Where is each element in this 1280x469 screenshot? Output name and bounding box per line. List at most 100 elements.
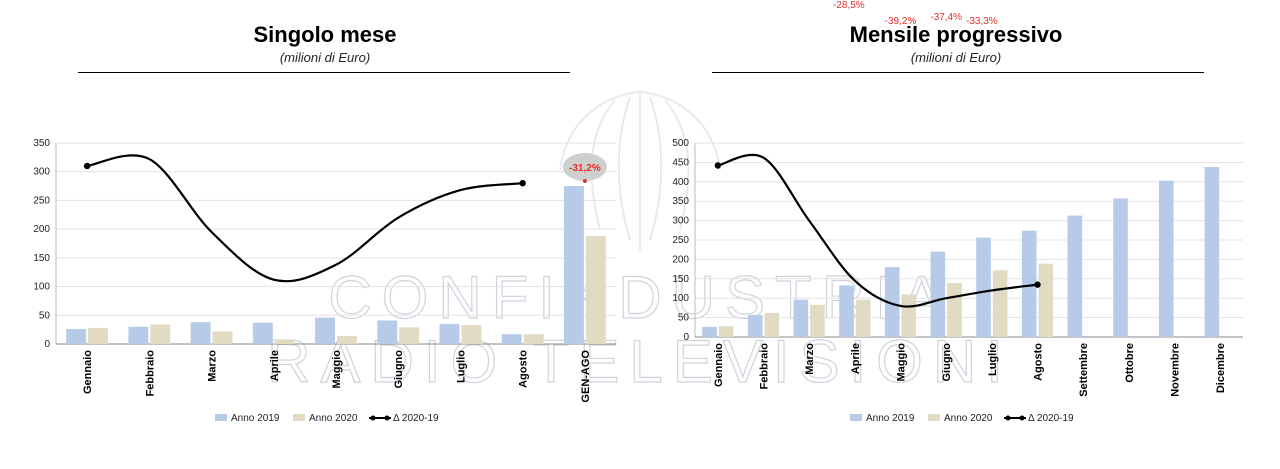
legend-swatch-2019 (850, 414, 862, 421)
y-tick-label: 300 (672, 216, 689, 227)
bar-2019 (439, 323, 460, 344)
x-category-label: Ottobre (1124, 343, 1136, 383)
bar-2020 (810, 304, 825, 337)
x-category-label: Agosto (1033, 343, 1045, 381)
legend-label-2019: Anno 2019 (231, 413, 280, 424)
right-subtitle: (milioni di Euro) (910, 50, 1002, 65)
bar-2020 (461, 325, 482, 344)
y-tick-label: 350 (672, 196, 689, 207)
delta-label: -33,3% (966, 16, 998, 27)
x-category-label: Giugno (393, 350, 405, 389)
delta-marker (1034, 281, 1041, 288)
delta-line (717, 153, 1038, 308)
bar-2019 (128, 326, 149, 344)
y-tick-label: 50 (678, 313, 690, 324)
legend-label-2020: Anno 2020 (309, 413, 358, 424)
left-subtitle: (milioni di Euro) (279, 50, 371, 65)
left-title-rule (78, 72, 570, 73)
delta-label: -39,2% (885, 16, 917, 27)
y-tick-label: 200 (672, 254, 689, 265)
y-tick-label: 200 (33, 224, 50, 235)
x-category-label: GEN-AGO (580, 350, 592, 403)
y-tick-label: 50 (39, 310, 51, 321)
bar-2019 (1021, 230, 1037, 337)
delta-marker (714, 162, 722, 169)
legend-label-delta: Δ 2020-19 (393, 413, 439, 424)
x-category-label: Marzo (207, 350, 219, 382)
delta-label: -37,4% (930, 12, 962, 23)
bar-2020 (337, 335, 357, 344)
delta-marker (83, 162, 91, 170)
bar-2019 (563, 186, 584, 344)
y-tick-label: 150 (33, 253, 50, 264)
bar-2019 (1113, 198, 1128, 337)
y-tick-label: 150 (672, 274, 689, 285)
right-title-rule (712, 72, 1204, 73)
delta-marker (519, 180, 526, 187)
delta-label: -28,5% (833, 0, 865, 11)
y-tick-label: 450 (672, 157, 689, 168)
bar-2019 (315, 317, 335, 344)
bar-2020 (764, 312, 780, 337)
watermark-logo (559, 91, 721, 250)
bar-2019 (190, 322, 211, 344)
bar-2020 (718, 326, 734, 337)
x-category-label: Settembre (1078, 343, 1090, 397)
y-tick-label: 300 (33, 167, 50, 178)
x-category-label: Maggio (896, 343, 908, 382)
bar-2019 (501, 334, 522, 344)
bar-2019 (793, 299, 809, 337)
bar-2020 (947, 283, 962, 337)
x-category-label: Marzo (804, 343, 816, 375)
bar-2019 (252, 322, 273, 344)
y-tick-label: 250 (33, 195, 50, 206)
bar-2020 (274, 339, 295, 344)
bar-2020 (992, 270, 1008, 337)
x-category-label: Gennaio (713, 343, 725, 387)
legend-label-2020: Anno 2020 (944, 413, 993, 424)
legend-marker-delta (1005, 415, 1011, 421)
right-title: Mensile progressivo (849, 22, 1063, 47)
bar-2020 (88, 327, 109, 344)
x-category-label: Aprile (269, 350, 281, 381)
legend-swatch-2020 (293, 414, 305, 421)
bar-2020 (212, 331, 233, 344)
y-tick-label: 400 (672, 177, 689, 188)
x-category-label: Agosto (518, 350, 530, 388)
x-category-label: Dicembre (1215, 343, 1227, 393)
legend-marker-delta (370, 415, 376, 421)
legend-label-2019: Anno 2019 (866, 413, 915, 424)
legend-marker-delta (384, 415, 390, 421)
y-tick-label: 350 (33, 138, 50, 149)
x-category-label: Luglio (455, 350, 467, 383)
y-tick-label: 100 (672, 293, 689, 304)
bar-2020 (1038, 263, 1054, 337)
bar-2020 (150, 324, 171, 344)
x-category-label: Aprile (850, 343, 862, 374)
legend-label-delta: Δ 2020-19 (1028, 413, 1074, 424)
bar-2020 (585, 236, 606, 344)
bar-2020 (523, 334, 544, 344)
bar-2019 (1158, 180, 1174, 337)
bar-2019 (702, 326, 717, 337)
bar-2019 (1067, 215, 1083, 337)
bar-2019 (377, 320, 398, 344)
x-category-label: Gennaio (82, 350, 94, 394)
bar-2020 (399, 327, 420, 344)
x-category-label: Febbraio (144, 350, 156, 397)
bar-2020 (855, 299, 871, 337)
highlight-dot (582, 179, 587, 183)
highlight-oval (562, 153, 607, 181)
x-category-label: Maggio (331, 350, 343, 389)
delta-label: -31,2% (569, 163, 601, 174)
bar-2020 (901, 294, 917, 337)
delta-line (86, 154, 523, 283)
bar-2019 (930, 251, 946, 337)
left-title: Singolo mese (253, 22, 397, 47)
x-category-label: Febbraio (759, 343, 771, 390)
y-tick-label: 500 (672, 138, 689, 149)
bar-2019 (747, 314, 763, 337)
bar-2019 (839, 285, 854, 337)
bar-2019 (976, 237, 991, 337)
